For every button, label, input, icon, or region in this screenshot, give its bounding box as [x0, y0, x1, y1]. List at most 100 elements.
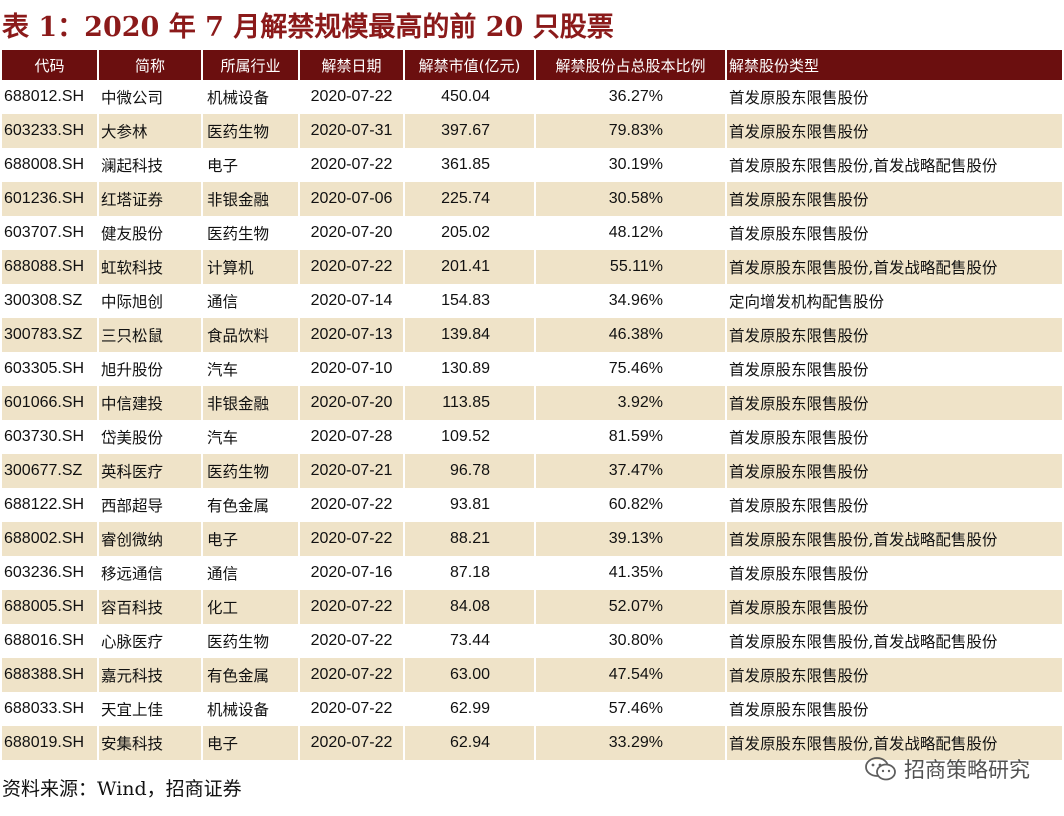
table-row: 603707.SH 健友股份 医药生物 2020-07-20 205.02 48.12% 首… [2, 216, 1062, 250]
cell-type: 首发原股东限售股份 [726, 182, 1062, 216]
table-row: 688002.SH 睿创微纳 电子 2020-07-22 88.21 39.13% 首发原股… [2, 522, 1062, 556]
cell-date: 2020-07-10 [299, 352, 405, 386]
cell-value: 73.44 [404, 624, 536, 658]
cell-industry: 通信 [202, 284, 300, 318]
cell-date: 2020-07-22 [299, 624, 405, 658]
cell-code: 603236.SH [2, 556, 99, 590]
table-row: 300783.SZ 三只松鼠 食品饮料 2020-07-13 139.84 46.38% 首… [2, 318, 1062, 352]
cell-name: 心脉医疗 [98, 624, 203, 658]
col-header-value: 解禁市值(亿元) [404, 50, 536, 80]
table-row: 688088.SH 虹软科技 计算机 2020-07-22 201.41 55.11% 首发… [2, 250, 1062, 284]
cell-value: 109.52 [404, 420, 536, 454]
cell-ratio: 79.83% [535, 114, 727, 148]
cell-code: 688019.SH [2, 726, 99, 760]
cell-type: 首发原股东限售股份 [726, 318, 1062, 352]
cell-industry: 电子 [202, 148, 300, 182]
cell-industry: 非银金融 [202, 182, 300, 216]
cell-ratio: 46.38% [535, 318, 727, 352]
cell-value: 154.83 [404, 284, 536, 318]
watermark: 招商策略研究 [864, 754, 1030, 784]
cell-name: 岱美股份 [98, 420, 203, 454]
cell-value: 113.85 [404, 386, 536, 420]
cell-ratio: 60.82% [535, 488, 727, 522]
table-row: 601066.SH 中信建投 非银金融 2020-07-20 113.85 3.92% 首发… [2, 386, 1062, 420]
col-header-industry: 所属行业 [202, 50, 300, 80]
cell-industry: 汽车 [202, 352, 300, 386]
table-header: 代码 简称 所属行业 解禁日期 解禁市值(亿元) 解禁股份占总股本比例 解禁股份… [2, 50, 1062, 80]
cell-type: 首发原股东限售股份 [726, 590, 1062, 624]
cell-name: 移远通信 [98, 556, 203, 590]
cell-code: 300308.SZ [2, 284, 99, 318]
cell-value: 450.04 [404, 80, 536, 114]
table-row: 300308.SZ 中际旭创 通信 2020-07-14 154.83 34.96% 定向增… [2, 284, 1062, 318]
cell-date: 2020-07-22 [299, 488, 405, 522]
cell-code: 688005.SH [2, 590, 99, 624]
cell-date: 2020-07-21 [299, 454, 405, 488]
cell-date: 2020-07-20 [299, 216, 405, 250]
cell-ratio: 41.35% [535, 556, 727, 590]
cell-code: 603305.SH [2, 352, 99, 386]
source-note: 资料来源：Wind，招商证券 [2, 778, 242, 800]
cell-name: 澜起科技 [98, 148, 203, 182]
cell-type: 首发原股东限售股份 [726, 454, 1062, 488]
cell-date: 2020-07-22 [299, 658, 405, 692]
cell-industry: 电子 [202, 726, 300, 760]
cell-value: 63.00 [404, 658, 536, 692]
cell-date: 2020-07-22 [299, 522, 405, 556]
table-body: 688012.SH 中微公司 机械设备 2020-07-22 450.04 36.27% 首… [2, 80, 1062, 760]
col-header-date: 解禁日期 [299, 50, 405, 80]
cell-code: 688388.SH [2, 658, 99, 692]
cell-value: 130.89 [404, 352, 536, 386]
cell-value: 139.84 [404, 318, 536, 352]
cell-name: 中际旭创 [98, 284, 203, 318]
cell-industry: 医药生物 [202, 454, 300, 488]
watermark-text: 招商策略研究 [904, 758, 1030, 782]
cell-value: 62.99 [404, 692, 536, 726]
cell-industry: 电子 [202, 522, 300, 556]
cell-date: 2020-07-14 [299, 284, 405, 318]
cell-industry: 医药生物 [202, 216, 300, 250]
cell-industry: 汽车 [202, 420, 300, 454]
cell-name: 三只松鼠 [98, 318, 203, 352]
cell-ratio: 57.46% [535, 692, 727, 726]
cell-code: 300677.SZ [2, 454, 99, 488]
cell-code: 603233.SH [2, 114, 99, 148]
table-row: 688005.SH 容百科技 化工 2020-07-22 84.08 52.07% 首发原股… [2, 590, 1062, 624]
cell-date: 2020-07-31 [299, 114, 405, 148]
lockup-table: 代码 简称 所属行业 解禁日期 解禁市值(亿元) 解禁股份占总股本比例 解禁股份… [2, 50, 1062, 760]
cell-date: 2020-07-22 [299, 80, 405, 114]
cell-date: 2020-07-28 [299, 420, 405, 454]
cell-code: 688016.SH [2, 624, 99, 658]
cell-date: 2020-07-22 [299, 726, 405, 760]
cell-name: 中信建投 [98, 386, 203, 420]
cell-name: 旭升股份 [98, 352, 203, 386]
table-row: 603236.SH 移远通信 通信 2020-07-16 87.18 41.35% 首发原股… [2, 556, 1062, 590]
cell-code: 300783.SZ [2, 318, 99, 352]
cell-date: 2020-07-22 [299, 250, 405, 284]
cell-industry: 有色金属 [202, 658, 300, 692]
cell-type: 首发原股东限售股份 [729, 701, 869, 719]
cell-type: 首发原股东限售股份 [729, 89, 869, 107]
cell-value: 87.18 [404, 556, 536, 590]
cell-ratio: 33.29% [535, 726, 727, 760]
cell-ratio: 55.11% [535, 250, 727, 284]
col-header-name: 简称 [98, 50, 203, 80]
cell-ratio: 39.13% [535, 522, 727, 556]
cell-type: 首发原股东限售股份 [729, 565, 869, 583]
cell-industry: 化工 [202, 590, 300, 624]
cell-name: 西部超导 [98, 488, 203, 522]
cell-ratio: 52.07% [535, 590, 727, 624]
cell-date: 2020-07-22 [299, 590, 405, 624]
cell-ratio: 36.27% [535, 80, 727, 114]
cell-type: 首发原股东限售股份,首发战略配售股份 [726, 522, 1062, 556]
cell-type: 首发原股东限售股份 [726, 114, 1062, 148]
cell-date: 2020-07-16 [299, 556, 405, 590]
cell-ratio: 30.58% [535, 182, 727, 216]
cell-name: 红塔证券 [98, 182, 203, 216]
cell-industry: 有色金属 [202, 488, 300, 522]
table-row: 688012.SH 中微公司 机械设备 2020-07-22 450.04 36.27% 首… [2, 80, 1062, 114]
cell-ratio: 47.54% [535, 658, 727, 692]
cell-date: 2020-07-06 [299, 182, 405, 216]
cell-industry: 非银金融 [202, 386, 300, 420]
cell-name: 安集科技 [98, 726, 203, 760]
